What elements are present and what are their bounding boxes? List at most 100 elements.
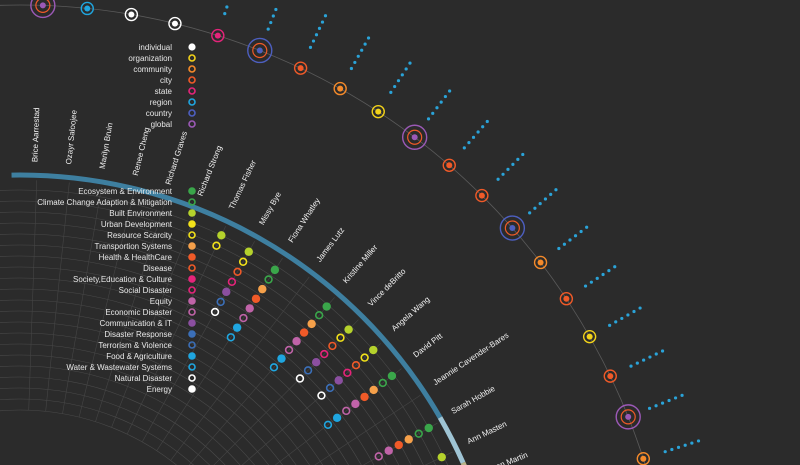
scale-marker-core [128,11,135,18]
topic-dot [284,345,294,355]
band-arc-blue [11,172,443,419]
scale-dot [349,66,354,71]
scale-dot [663,450,667,454]
scale-dot [635,361,639,365]
grid-circle [0,376,226,465]
grid-spoke [170,276,310,461]
scale-dot [589,280,593,284]
scale-marker [582,329,597,344]
topic-dot [295,374,305,383]
scale-marker-inner [252,42,268,59]
scale-legend-swatch [188,76,196,84]
topic-legend-swatch [188,297,196,305]
scale-marker [80,1,94,16]
scale-marker-core [509,225,516,232]
scale-dot [471,135,476,139]
grid-spoke [274,368,402,465]
scale-marker [603,369,617,383]
topic-dot [414,429,423,438]
person-name: Kristine Miller [341,243,379,285]
topic-legend-label: Transportion Systems [94,242,172,251]
grid-circle [0,310,310,465]
scale-dot [667,398,671,403]
grid-circle [0,244,387,465]
topic-dots [210,231,446,462]
scale-legend-label: community [133,65,172,74]
scale-marker [533,255,548,270]
grid-circle [0,255,375,465]
topic-dot [269,363,279,372]
topic-dot [258,284,267,294]
topic-legend-label: Ecosystem & Environment [78,187,173,196]
scale-dot [638,306,642,310]
topic-dot [343,368,352,377]
grid-circle [0,266,362,465]
grid-spoke [213,319,359,465]
scale-markers [30,0,701,465]
topic-dot [270,265,280,275]
grid-circle [0,222,412,465]
scale-marker-core [563,295,570,302]
topic-legend-label: Communication & IT [100,319,173,328]
topic-legend-swatch [188,275,196,283]
scale-dot [266,27,270,31]
grid-spoke [314,395,421,465]
scale-legend-label: region [150,98,172,107]
scale-marker-core [586,333,593,340]
scale-dot [389,90,393,95]
scale-marker [442,158,456,172]
topic-legend-swatch [188,198,196,206]
grid-spoke [362,422,438,465]
topic-dot [238,257,248,266]
topic-dot [323,420,333,430]
person-name: Thomas Fisher [227,159,258,211]
scale-dot [626,313,630,317]
topic-legend-swatch [188,308,196,316]
scale-marker [371,104,385,119]
topic-dot [328,341,337,351]
scale-marker-core [84,5,91,12]
grid-circle [0,387,210,465]
scale-marker [559,292,574,306]
person-name: Brice Aarrestad [30,107,41,162]
topic-legend-swatch [188,330,196,338]
topic-dot [369,345,378,355]
person-name: Fiona Whatley [287,196,323,244]
topic-dot [244,247,253,256]
grid-circle [0,189,448,465]
scale-dot [579,229,583,234]
scale-dot [439,100,443,104]
grid-spoke [62,186,102,414]
topic-dot [378,378,388,388]
grid-circle [0,233,400,465]
scale-legend-swatch [188,65,196,73]
scale-dot [323,14,328,18]
person-name: Marilyn Bruin [98,122,115,170]
scale-marker-core [537,259,544,266]
scale-dot [501,172,505,176]
scale-marker-core [214,32,221,39]
scale-marker-core [640,455,647,462]
person-name: Sarah Hobbie [450,384,497,416]
scale-dot [408,61,412,65]
scale-dot [680,393,684,397]
scale-dot [317,26,322,31]
scale-dot [308,45,313,49]
scale-dot [400,73,404,77]
scale-marker-core [256,47,263,54]
topic-dot [351,360,361,370]
topic-legend-swatch [188,385,196,393]
topic-legend-swatch [188,363,196,371]
radial-grid [0,4,646,465]
scale-dot [426,117,431,121]
scale-marker-inner [407,129,423,145]
topic-dot [369,385,378,395]
scale-dot [568,238,572,242]
scale-marker-core [446,162,453,169]
scale-legend: individual organization community city state… [128,43,196,129]
scale-dot [654,352,658,356]
topic-legend-swatch [188,209,196,217]
scale-legend-label: state [155,87,173,96]
topic-dot [344,325,353,334]
person-name: Vince deBritto [366,266,408,308]
